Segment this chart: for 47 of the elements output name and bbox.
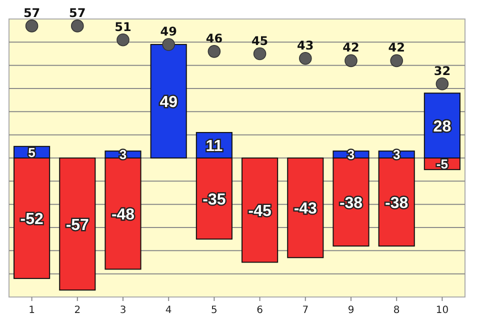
point — [25, 20, 38, 32]
point — [208, 45, 221, 58]
point — [299, 52, 312, 65]
bar — [59, 158, 96, 291]
data-label: 32 — [434, 64, 451, 78]
x-tick-label: 2 — [74, 305, 81, 316]
x-tick-label: 6 — [256, 305, 263, 316]
x-tick-label: 3 — [120, 305, 126, 316]
bar — [287, 158, 324, 258]
data-label: 42 — [342, 40, 360, 55]
point — [162, 38, 175, 51]
data-label: 43 — [297, 38, 314, 52]
point — [344, 54, 358, 68]
data-label: 45 — [251, 34, 268, 48]
data-label: -52 — [20, 210, 44, 228]
data-label: 57 — [69, 6, 86, 20]
point — [253, 47, 266, 60]
data-label: -57 — [66, 216, 90, 234]
point — [436, 77, 449, 90]
data-label: -5 — [436, 156, 448, 172]
data-label: -38 — [339, 194, 363, 212]
x-tick-label: 5 — [211, 305, 218, 316]
data-label: -48 — [111, 206, 135, 224]
data-label: 49 — [160, 94, 178, 111]
data-label: 42 — [388, 40, 405, 55]
data-label: -45 — [248, 202, 272, 220]
x-tick-label: 1 — [28, 305, 35, 316]
data-label: -43 — [294, 200, 318, 218]
data-label: -35 — [202, 191, 226, 208]
x-tick-label: 8 — [393, 305, 400, 316]
x-tick-label: 7 — [302, 305, 309, 316]
data-label: 46 — [206, 31, 223, 46]
x-tick-label: 10 — [436, 305, 449, 316]
point — [71, 20, 84, 32]
x-tick-label: 4 — [165, 305, 172, 316]
data-label: 28 — [433, 118, 452, 136]
point — [116, 33, 130, 46]
x-tick-label: 9 — [348, 305, 354, 316]
bar — [150, 44, 187, 158]
point — [390, 54, 403, 68]
data-label: 57 — [23, 6, 40, 20]
data-label: 11 — [206, 138, 223, 156]
data-label: 5 — [28, 144, 36, 160]
data-label: 49 — [160, 24, 177, 38]
data-label: 51 — [114, 20, 132, 34]
bar — [242, 158, 278, 263]
data-label: -38 — [385, 194, 408, 212]
